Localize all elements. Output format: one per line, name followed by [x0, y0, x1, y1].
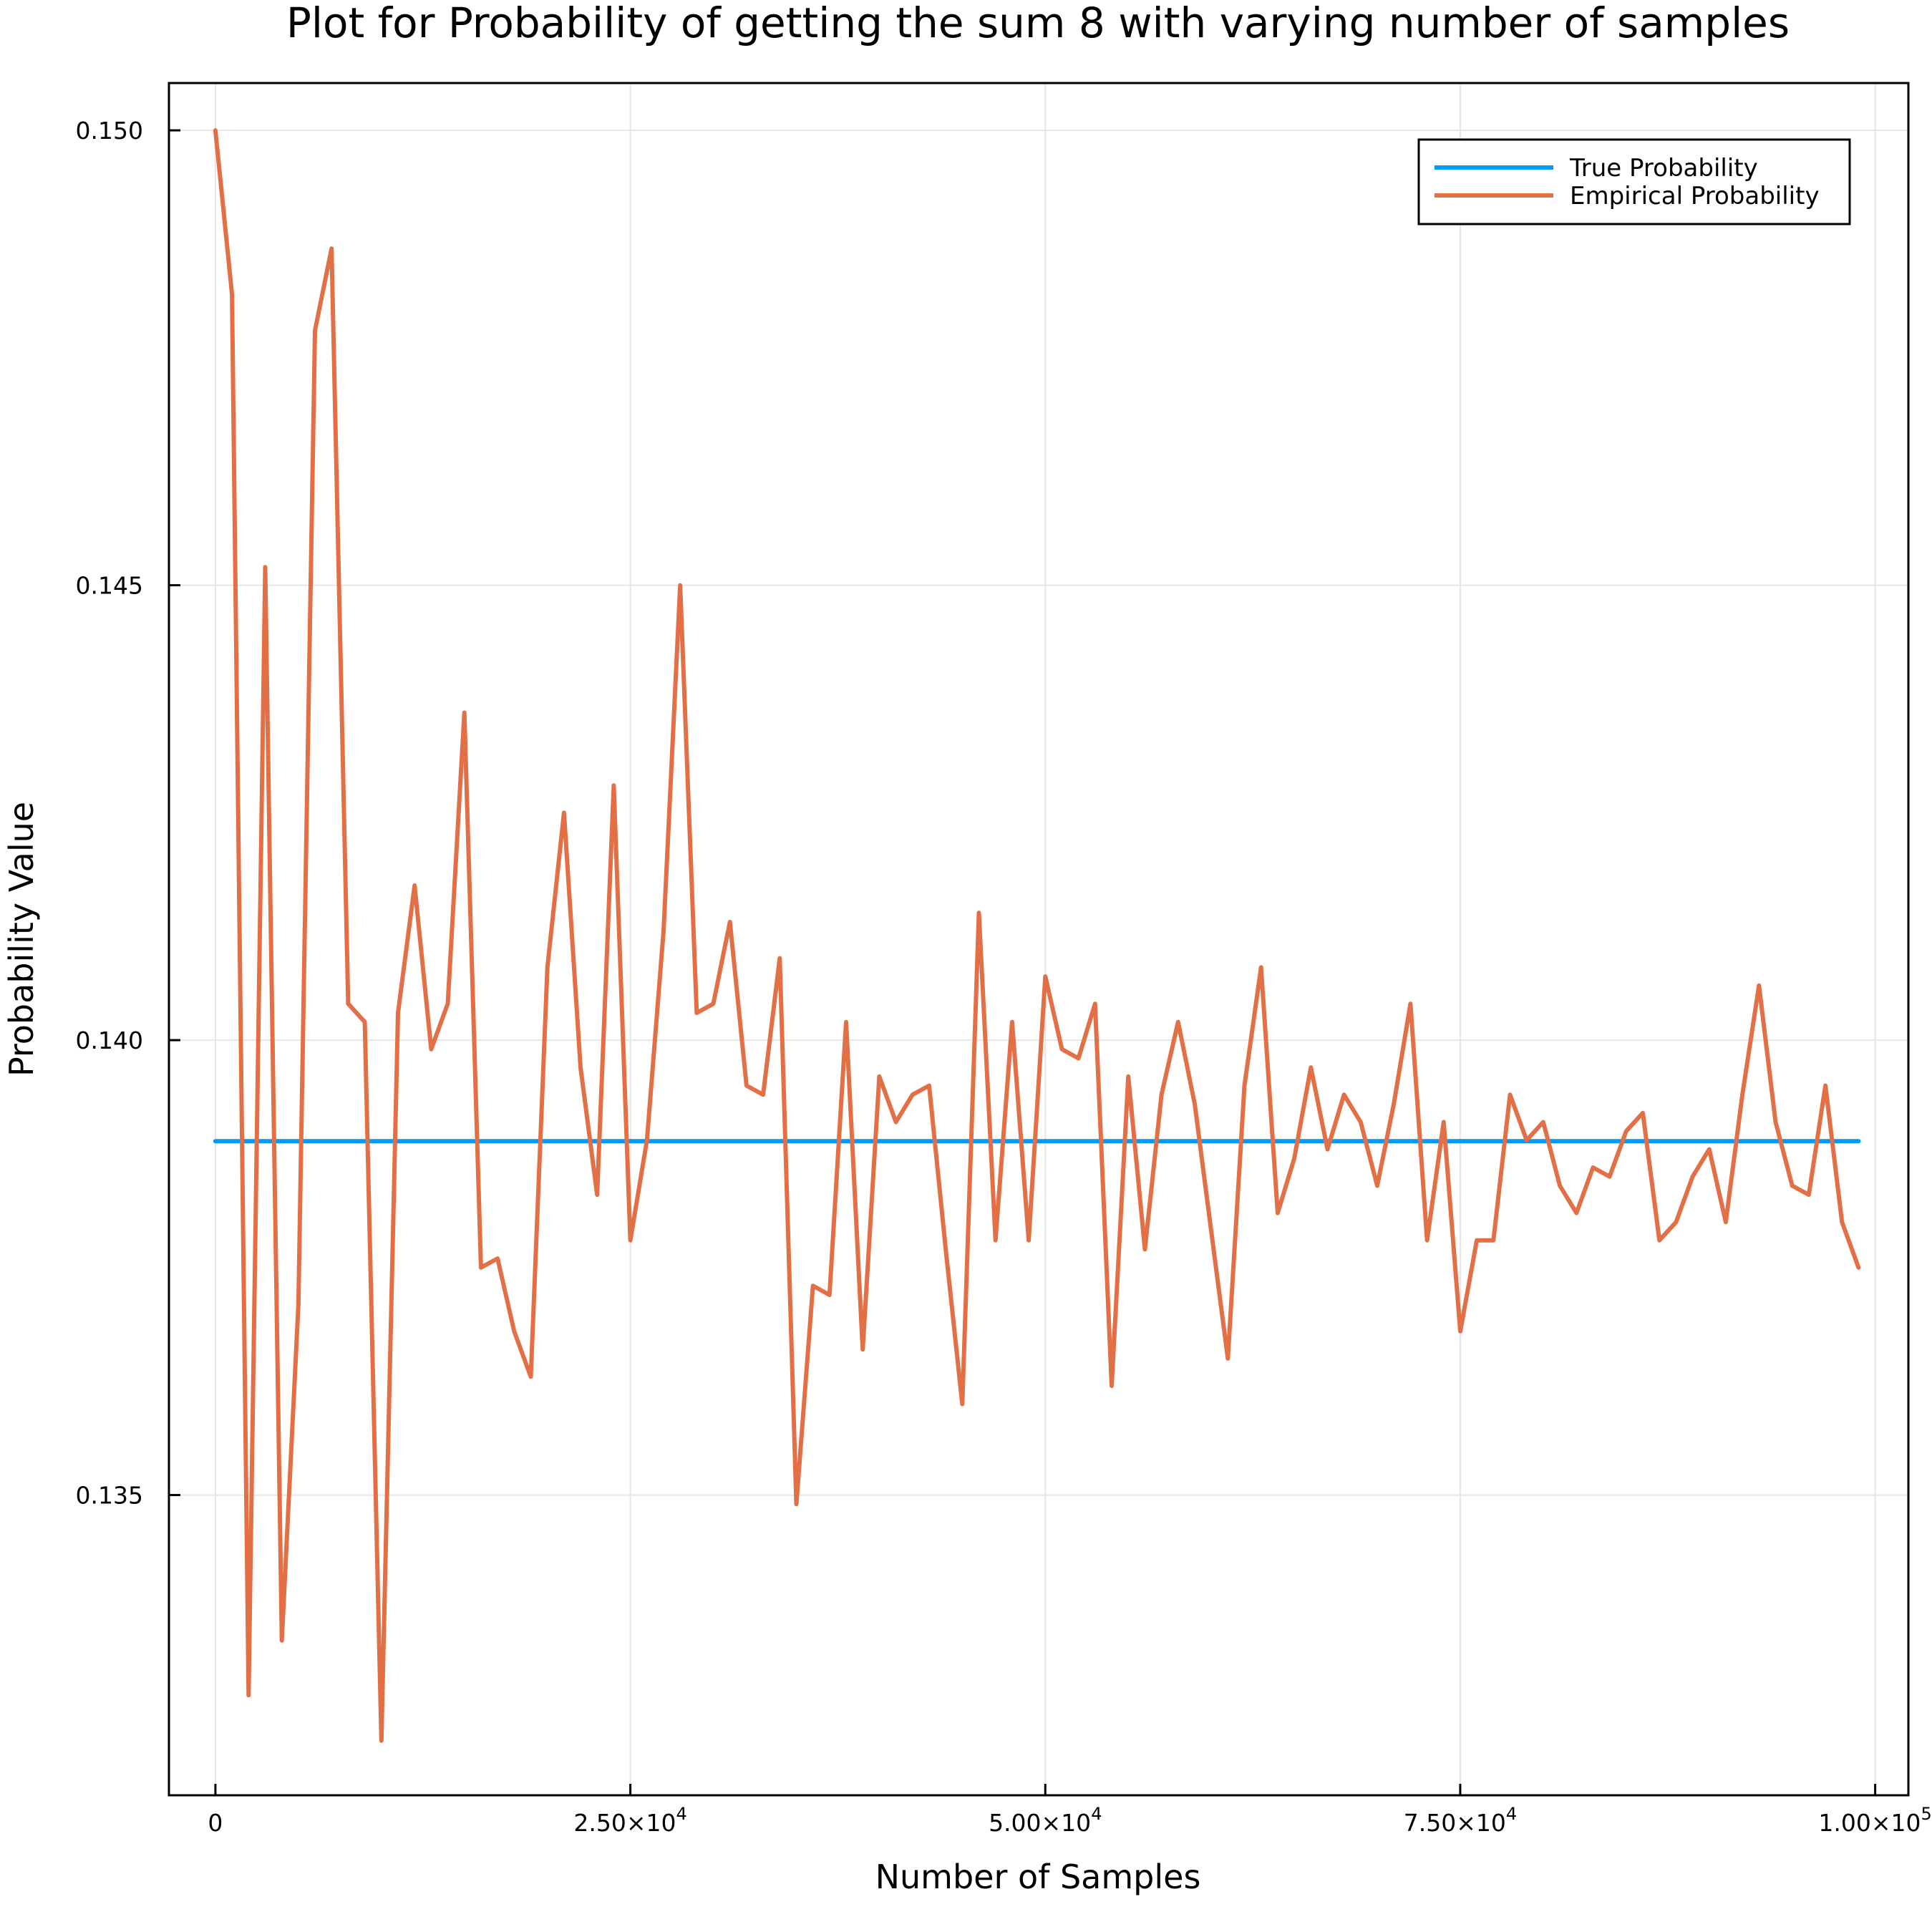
y-tick-label-2: 0.145 [76, 572, 143, 600]
x-tick-label-1: 2.50×104 [573, 1804, 686, 1837]
y-axis-label: Probability Value [2, 802, 41, 1077]
series-layer [213, 128, 1861, 1743]
grid-layer [169, 83, 1908, 1795]
x-axis-label: Number of Samples [875, 1858, 1201, 1896]
y-tick-label-0: 0.135 [76, 1482, 143, 1510]
legend-label-empirical-probability: Empirical Probability [1570, 182, 1820, 210]
series-line-empirical-probability [213, 128, 1861, 1743]
y-tick-label-3: 0.150 [76, 117, 143, 145]
x-tick-label-0: 0 [208, 1809, 223, 1837]
legend: True Probability Empirical Probability [1417, 138, 1851, 225]
y-tick-label-1: 0.140 [76, 1026, 143, 1054]
x-tick-label-4: 1.00×105 [1818, 1804, 1931, 1837]
chart-title: Plot for Probability of getting the sum … [286, 0, 1790, 47]
x-tick-label-2: 5.00×104 [989, 1804, 1102, 1837]
x-tick-label-3: 7.50×104 [1404, 1804, 1517, 1837]
legend-box [1417, 138, 1851, 225]
legend-label-true-probability: True Probability [1569, 154, 1758, 183]
tick-layer: 0 2.50×104 5.00×104 7.50×104 1.00×105 0.135 0.… [76, 117, 1932, 1837]
plot-frame [168, 82, 1910, 1797]
